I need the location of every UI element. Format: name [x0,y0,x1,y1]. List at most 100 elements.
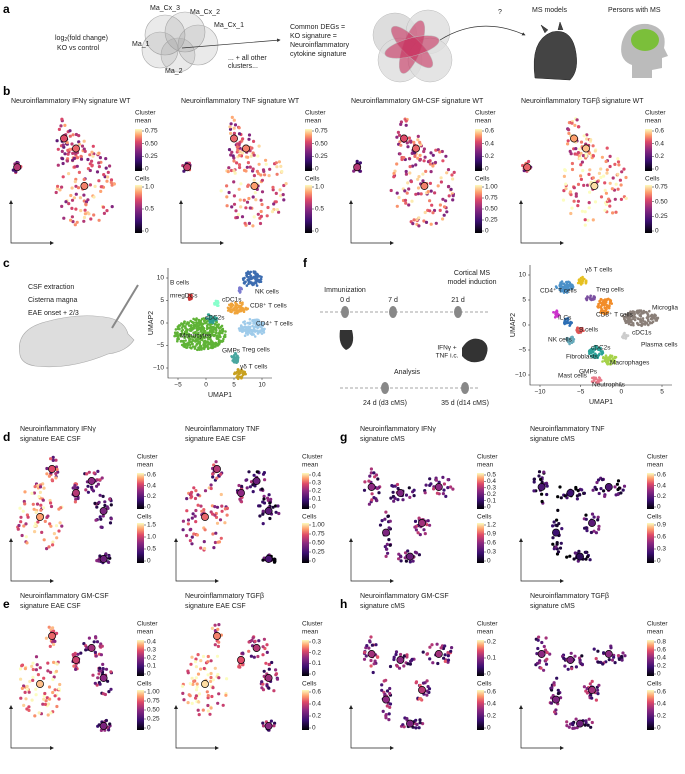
colorbar-tick-label: 1.00 [485,184,498,191]
cell [449,649,453,653]
cell [240,368,243,372]
cell [451,487,455,491]
cell [45,696,49,700]
cell [369,467,373,471]
cell [584,557,588,561]
cell [202,540,206,544]
x-axis-label: UMAP1 [589,399,613,406]
cell [226,309,230,312]
colorbar [302,523,309,563]
cell [49,711,53,715]
cell [650,313,654,317]
cell [265,214,269,218]
cell [608,164,612,169]
cell [237,132,242,136]
cell [211,686,215,690]
colorbar-label: Cells [302,514,317,521]
cell [404,123,408,127]
cell [599,379,603,382]
cell [445,171,449,175]
cell [614,493,618,497]
cell [55,467,59,472]
cell [53,639,57,644]
cluster-center [434,483,443,491]
cell [417,175,421,179]
arrowhead [519,200,564,245]
cell [612,655,616,659]
cell [605,356,609,359]
cell [596,649,600,653]
cell [584,550,588,555]
cell [609,646,613,650]
cell [229,304,232,307]
cell [203,546,207,551]
colorbar-tick-label: 0.5 [145,206,154,213]
cell [572,199,576,203]
signature-text: Neuroinflammatory [290,42,350,49]
cell [601,311,604,314]
cell [545,650,549,655]
cell [423,491,427,495]
cell [407,486,411,490]
cell [389,188,393,193]
cell [214,531,218,535]
cell [209,318,213,322]
colorbar-label: Cluster [477,454,498,461]
cell [274,510,278,514]
cell [213,623,217,627]
cell [596,692,600,696]
cell [423,155,427,159]
cell [195,533,199,537]
cell [232,202,237,206]
cell [247,321,250,325]
step-text: EAE onset + 2/3 [28,310,79,317]
cluster-name: Ma_Cx_1 [214,22,244,29]
cell [429,482,433,486]
cell [20,533,24,538]
cell [602,651,606,655]
cell [86,490,90,494]
cell [57,529,61,533]
cell [190,342,194,345]
cell [60,149,64,153]
cell [262,637,266,641]
cell [576,489,580,493]
cell [557,313,561,317]
cell [260,178,264,182]
cell [393,169,397,173]
cell [404,201,408,205]
cell [84,202,88,206]
cell [18,506,22,510]
cell [90,150,94,154]
cell [402,725,406,729]
cell [61,175,65,179]
cluster-center [434,650,443,658]
x-tick-label: 10 [258,382,266,389]
cell [251,195,255,199]
cell [545,484,549,488]
cluster-center [99,674,108,682]
panel-label: c [3,256,10,270]
cell [275,165,279,169]
cell [647,319,650,323]
cell [594,487,599,491]
cell [108,521,113,525]
cell [87,212,91,216]
cell [25,541,29,545]
cell [99,185,103,189]
cell [599,346,602,350]
colorbar [305,129,312,171]
arrowhead [9,705,54,750]
cell [194,489,198,493]
cell [181,328,184,332]
cluster-label: cDC1s [222,297,242,304]
cluster-center [537,483,546,491]
cell [98,493,102,497]
cell [42,538,46,542]
cell [585,529,589,533]
cell [399,555,403,559]
cell [431,164,435,168]
cell [572,557,576,561]
cell [226,170,230,174]
cell [33,714,37,718]
